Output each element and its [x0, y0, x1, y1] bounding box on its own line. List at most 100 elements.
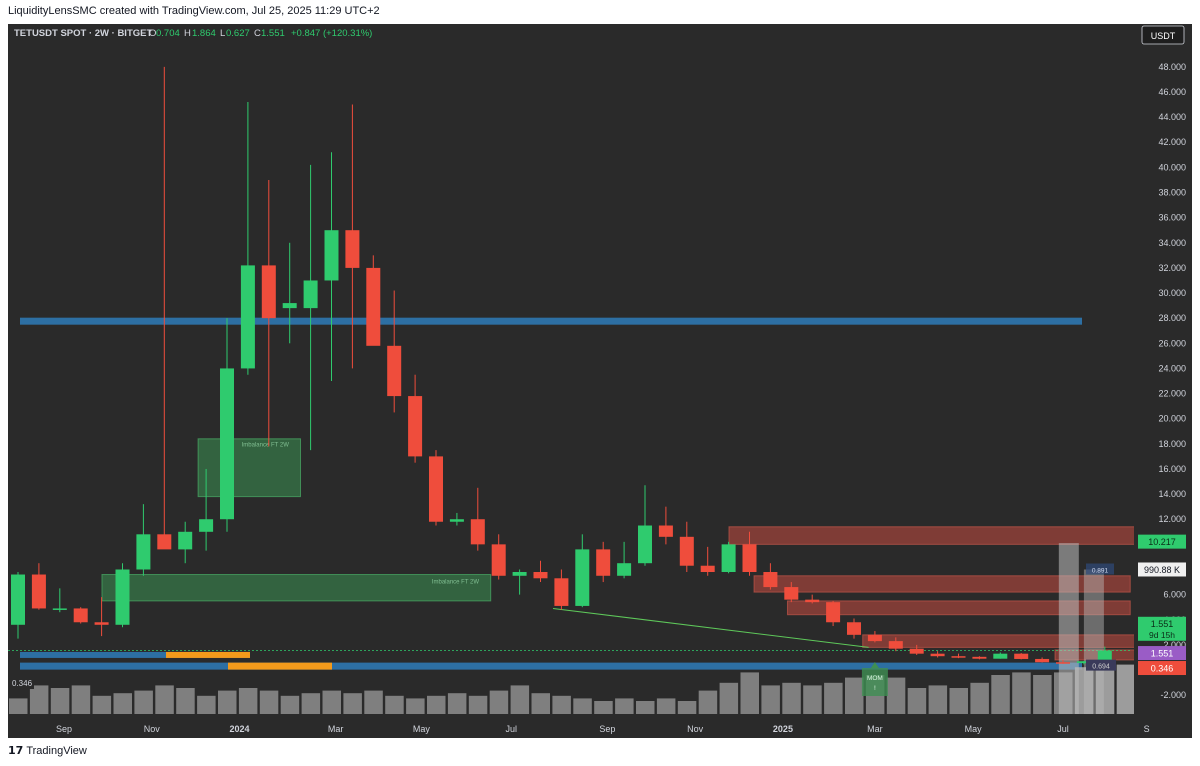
volume-bar [928, 685, 948, 714]
attribution-text: LiquidityLensSMC created with TradingVie… [8, 5, 380, 17]
candle-body [763, 572, 778, 588]
price-axis-label: 22.000 [1158, 389, 1186, 399]
time-axis-label: Sep [599, 724, 615, 734]
time-axis-label: 2024 [230, 724, 250, 734]
volume-bar [510, 685, 530, 714]
candle-body [1014, 653, 1029, 659]
price-axis-label: -2.000 [1160, 690, 1186, 700]
zones-layer: Imbalance FT 2W Imbalance FT 2W [101, 438, 1150, 661]
level-top-tag-box [1138, 534, 1186, 549]
time-axis-label: Mar [328, 724, 344, 734]
supply-zone [786, 600, 1131, 616]
currency-button-label[interactable]: USDT [1151, 31, 1176, 41]
orange-level-segment-2 [228, 662, 332, 670]
volume-bar [134, 690, 153, 714]
volume-bar [761, 685, 780, 714]
volume-bar [636, 701, 655, 714]
candle-body [157, 534, 172, 550]
volume-spike [1058, 543, 1079, 714]
candle-body [94, 622, 109, 625]
legend-low-label: L [220, 28, 225, 39]
volume-bar [343, 693, 362, 714]
tradingview-brand[interactable]: 17 TradingView [8, 744, 87, 757]
key-level-line-low [20, 662, 1082, 670]
price-axis-label: 36.000 [1158, 213, 1186, 223]
price-axis-label: 2.000 [1163, 640, 1186, 650]
candle-body [11, 574, 25, 625]
price-axis-label: 26.000 [1158, 338, 1186, 348]
candle-body [136, 534, 151, 570]
candle-body [491, 544, 506, 576]
time-axis-label: May [413, 724, 431, 734]
volume-bar [50, 688, 70, 714]
price-axis-label: 48.000 [1158, 62, 1186, 72]
volume-bar [427, 695, 446, 714]
price-axis-label: 28.000 [1158, 313, 1186, 323]
volume-bar [92, 695, 112, 714]
volume-bar [406, 698, 425, 714]
volume-bar [803, 685, 822, 714]
legend: TETUSDT SPOT · 2W · BITGET O 0.704 H 1.8… [14, 28, 372, 39]
volume-bar [238, 688, 258, 714]
countdown-tag-text: 9d 15h [1149, 630, 1175, 640]
volume-bar [907, 688, 927, 714]
purple-price-tag-text: 1.551 [1151, 649, 1174, 659]
volume-bar [991, 675, 1010, 714]
chart-area[interactable]: Imbalance FT 2W Imbalance FT 2W MOM! 0.694… [8, 24, 1192, 738]
candle-body [533, 572, 548, 579]
volume-bar [782, 682, 801, 714]
volume-bar [197, 695, 216, 714]
key-level-line-low-2 [20, 651, 250, 658]
candle-body [52, 608, 67, 610]
price-axis-label: 34.000 [1158, 238, 1186, 248]
time-axis-label: Jul [1057, 724, 1069, 734]
volume-bar [719, 682, 739, 714]
volume-bar [259, 690, 279, 714]
candle-body [199, 519, 214, 532]
candle-body [115, 569, 130, 625]
legend-open-label: O [149, 28, 156, 39]
momentum-badge [861, 668, 888, 696]
volume-bar [573, 698, 592, 714]
volume-bar [280, 695, 300, 714]
time-axis-label: S [1144, 724, 1150, 734]
small-tag-box [1086, 659, 1116, 671]
price-axis-label: 18.000 [1158, 439, 1186, 449]
currency-button[interactable]: USDT [1141, 25, 1185, 45]
candle-body [73, 608, 88, 623]
candle-body [1076, 661, 1091, 664]
volume-bar [29, 685, 49, 714]
candle-body [700, 565, 715, 573]
volume-bar [677, 701, 697, 714]
volume-bar [740, 672, 759, 714]
volume-bar [71, 685, 91, 714]
time-axis-label: May [965, 724, 983, 734]
candle-body [429, 456, 443, 522]
candlestick-chart[interactable]: Imbalance FT 2W Imbalance FT 2W MOM! 0.694… [8, 24, 1192, 738]
price-axis-label: 20.000 [1158, 414, 1186, 424]
legend-close-label: C [254, 28, 261, 39]
volume-bar [886, 677, 906, 714]
volume-bar [447, 693, 467, 714]
candle-body [220, 368, 234, 520]
candle-body [366, 267, 381, 346]
level-top-tag-text: 10.217 [1148, 537, 1176, 547]
candle-body [951, 656, 966, 658]
volume-bar [155, 685, 174, 714]
candle-body [261, 265, 276, 319]
candle-body [658, 525, 673, 537]
candle-body [826, 602, 841, 623]
candle-body [596, 549, 611, 576]
volume-bar [218, 690, 237, 714]
candle-body [303, 280, 318, 309]
momentum-arrow-icon [870, 662, 879, 668]
volume-bar [9, 698, 28, 714]
momentum-sub: ! [874, 685, 876, 692]
volume-bar [468, 695, 488, 714]
candle-body [387, 345, 402, 397]
currency-button-frame[interactable] [1141, 25, 1185, 45]
volume-bar [489, 690, 509, 714]
small-tag-text-2: 0.891 [1092, 567, 1109, 574]
candle-body [470, 519, 485, 545]
